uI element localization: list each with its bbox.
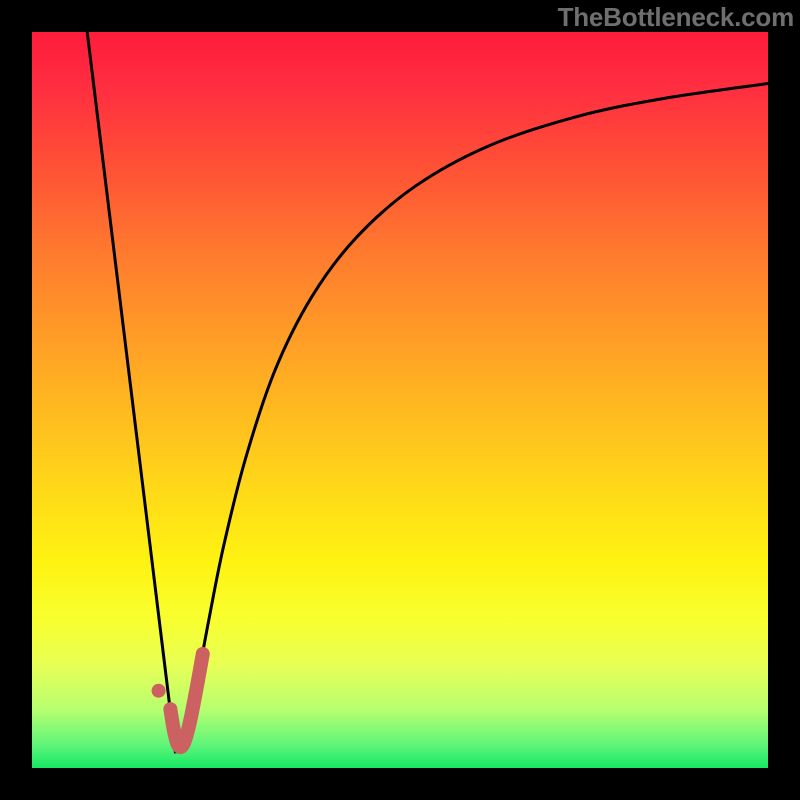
watermark-text: TheBottleneck.com <box>558 2 794 33</box>
bottleneck-chart <box>32 32 768 768</box>
marker-dot <box>152 684 166 698</box>
chart-area <box>32 32 768 768</box>
gradient-background <box>32 32 768 768</box>
